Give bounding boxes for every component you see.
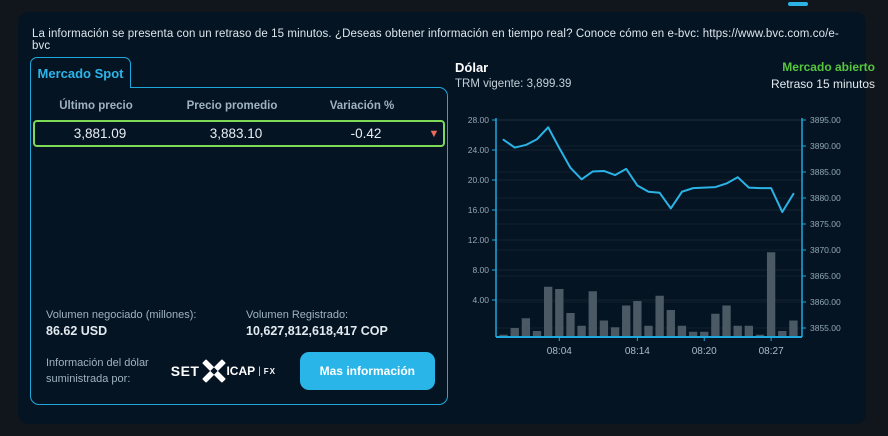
volume-bar bbox=[733, 325, 742, 337]
svg-text:8.00: 8.00 bbox=[472, 265, 489, 275]
volume-bar bbox=[744, 325, 754, 337]
provider-label: Información del dólar suministrada por: bbox=[46, 356, 149, 386]
volume-bar bbox=[510, 328, 519, 337]
logo-fx-text: FX bbox=[263, 366, 276, 376]
svg-text:08:27: 08:27 bbox=[759, 346, 784, 357]
delay-notice-text: La información se presenta con un retras… bbox=[32, 28, 703, 40]
provider-section: Información del dólar suministrada por: … bbox=[31, 352, 447, 404]
negotiated-volume-value: 86.62 USD bbox=[46, 324, 108, 338]
dollar-chart-panel: Dólar TRM vigente: 3,899.39 Mercado abie… bbox=[455, 60, 875, 370]
svg-text:3865.00: 3865.00 bbox=[810, 271, 841, 281]
registered-volume-label: Volumen Registrado: bbox=[246, 309, 349, 321]
spot-table-header: Último precio Precio promedio Variación … bbox=[31, 100, 447, 112]
svg-text:3885.00: 3885.00 bbox=[810, 167, 841, 177]
tab-mercado-spot[interactable]: Mercado Spot bbox=[30, 57, 131, 88]
down-triangle-icon: ▼ bbox=[428, 127, 440, 140]
svg-text:4.00: 4.00 bbox=[472, 295, 489, 305]
volume-bar bbox=[521, 318, 531, 337]
volume-bar bbox=[622, 305, 631, 337]
spot-panel: Mercado Spot Último precio Precio promed… bbox=[30, 57, 448, 405]
svg-text:12.00: 12.00 bbox=[468, 235, 490, 245]
volume-bar bbox=[755, 334, 765, 337]
svg-text:08:14: 08:14 bbox=[625, 346, 650, 357]
chart-header: Dólar TRM vigente: 3,899.39 Mercado abie… bbox=[455, 60, 875, 91]
set-icap-fx-logo: SET ICAP | FX bbox=[171, 356, 276, 386]
col-precio-promedio: Precio promedio bbox=[186, 100, 278, 112]
volume-bar bbox=[688, 331, 698, 337]
spot-panel-body: Último precio Precio promedio Variación … bbox=[30, 87, 448, 405]
svg-text:3855.00: 3855.00 bbox=[810, 323, 841, 333]
svg-text:3890.00: 3890.00 bbox=[810, 141, 841, 151]
variation-value: -0.42 bbox=[350, 126, 382, 141]
delay-notice: La información se presenta con un retras… bbox=[32, 28, 852, 52]
avg-price-value: 3,883.10 bbox=[209, 126, 263, 141]
ebvc-link[interactable]: https://www.bvc.com.co/e-bvc bbox=[32, 28, 839, 52]
svg-text:08:04: 08:04 bbox=[547, 346, 572, 357]
svg-text:3895.00: 3895.00 bbox=[810, 115, 841, 125]
svg-text:3880.00: 3880.00 bbox=[810, 193, 841, 203]
volume-bar bbox=[633, 301, 642, 337]
logo-divider: | bbox=[258, 365, 261, 377]
volume-bar bbox=[711, 313, 720, 337]
svg-text:3870.00: 3870.00 bbox=[810, 245, 841, 255]
volume-bar bbox=[700, 331, 709, 337]
logo-icap-text: ICAP bbox=[226, 364, 256, 378]
svg-text:3860.00: 3860.00 bbox=[810, 297, 841, 307]
svg-text:20.00: 20.00 bbox=[468, 175, 490, 185]
pinwheel-icon bbox=[203, 359, 226, 383]
volume-bar bbox=[555, 289, 564, 337]
trm-value: TRM vigente: 3,899.39 bbox=[455, 78, 572, 90]
volume-bar bbox=[588, 291, 597, 337]
volume-bar bbox=[566, 313, 575, 337]
volume-bar bbox=[722, 305, 731, 337]
chart-title: Dólar bbox=[455, 60, 489, 75]
last-price-value: 3,881.09 bbox=[73, 126, 127, 141]
registered-volume-value: 10,627,812,618,417 COP bbox=[246, 324, 388, 338]
svg-text:16.00: 16.00 bbox=[468, 205, 490, 215]
table-empty-area bbox=[31, 147, 447, 309]
volume-bar bbox=[577, 325, 586, 337]
volume-bar bbox=[499, 334, 508, 337]
logo-set-text: SET bbox=[170, 363, 200, 379]
svg-text:28.00: 28.00 bbox=[468, 115, 490, 125]
volume-bar bbox=[599, 320, 609, 337]
price-line bbox=[502, 126, 795, 214]
volume-bar bbox=[666, 310, 675, 337]
volume-bar bbox=[655, 295, 664, 337]
volume-bar bbox=[677, 325, 687, 337]
col-ultimo-precio: Último precio bbox=[59, 100, 133, 112]
widget-card bbox=[18, 12, 866, 424]
delay-badge: Retraso 15 minutos bbox=[770, 77, 875, 91]
svg-text:08:20: 08:20 bbox=[692, 346, 717, 357]
more-info-button[interactable]: Mas información bbox=[299, 352, 435, 390]
volume-section: Volumen negociado (millones): 86.62 USD … bbox=[31, 309, 447, 338]
volume-bar bbox=[766, 252, 776, 337]
scroll-indicator bbox=[788, 2, 808, 6]
volume-bar bbox=[543, 286, 553, 337]
svg-text:3875.00: 3875.00 bbox=[810, 219, 841, 229]
volume-bar bbox=[644, 325, 653, 337]
intraday-chart: 4.00 8.00 12.00 16.00 20.00 24.00 28.00 3855.00… bbox=[468, 115, 841, 357]
volume-bar bbox=[789, 320, 798, 337]
volume-bar bbox=[532, 331, 542, 337]
volume-bar bbox=[610, 327, 620, 337]
market-open-badge: Mercado abierto bbox=[782, 60, 875, 74]
table-row-selected[interactable]: 3,881.09 3,883.10 -0.42 ▼ bbox=[33, 120, 445, 147]
col-variacion: Variación % bbox=[329, 100, 395, 112]
volume-bar bbox=[778, 331, 787, 337]
svg-text:24.00: 24.00 bbox=[468, 145, 490, 155]
negotiated-volume-label: Volumen negociado (millones): bbox=[46, 309, 197, 321]
